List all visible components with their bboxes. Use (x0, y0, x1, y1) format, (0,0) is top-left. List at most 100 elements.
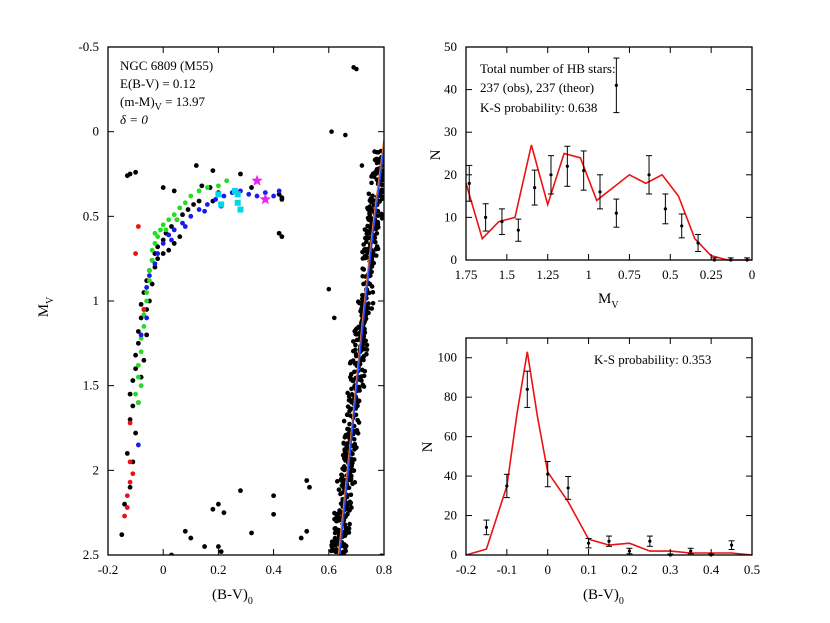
hb-black-point (276, 191, 282, 197)
observed-point (564, 145, 571, 187)
mv-histogram-frame (465, 46, 753, 261)
cmd-y-axis-label: MV (36, 296, 56, 317)
rgb-star-point (350, 358, 356, 363)
hb-black-point (238, 171, 243, 177)
hb-green-point (147, 278, 152, 284)
observed-marker (549, 173, 553, 177)
observed-marker (663, 207, 667, 211)
rgb-star-point (352, 447, 357, 452)
rgb-star-point (364, 231, 370, 237)
observed-marker (648, 539, 652, 543)
rgb-star-point (352, 441, 358, 447)
hb-black-point (119, 532, 125, 538)
hb-black-point (127, 417, 133, 422)
rgb-star-point (359, 300, 364, 305)
rgb-star-point (375, 149, 381, 155)
y-tick-label: 20 (444, 508, 457, 523)
hb-red-point (127, 459, 133, 465)
rgb-star-point (347, 521, 352, 527)
cmd-y-axis-label-main: M (36, 304, 52, 317)
rgb-star-point (365, 235, 370, 241)
y-tick-label: 0 (451, 547, 458, 562)
observed-marker (689, 549, 693, 553)
hb-green-point (158, 227, 163, 233)
bv-y-axis-label: N (420, 441, 436, 452)
x-tick-label: -0.2 (456, 562, 477, 577)
rgb-star-point (338, 476, 344, 482)
x-tick-label: 0.25 (700, 267, 723, 282)
rgb-star-point (344, 443, 349, 449)
cmd-annotation-title: NGC 6809 (M55) (120, 58, 213, 73)
bv-x-axis-label: (B-V)0 (583, 587, 624, 607)
cmd-x-axis-label-sub: 0 (248, 596, 253, 607)
observed-point (483, 519, 490, 536)
rgb-star-point (384, 169, 389, 174)
rgb-star-point (326, 286, 332, 292)
observed-point (565, 475, 572, 500)
rgb-star-point (361, 267, 367, 272)
hb-black-point (169, 224, 174, 229)
hb-blue-point (135, 442, 141, 448)
hb-blue-point (171, 227, 177, 233)
hb-cyan-point (231, 187, 238, 194)
hb-blue-point (188, 213, 194, 219)
hb-blue-point (182, 224, 188, 229)
hb-blue-point (202, 208, 208, 214)
hb-blue-point (144, 315, 150, 321)
hb-black-point (185, 207, 191, 212)
cmd-annotation-distance-label: (m-M) (120, 94, 155, 109)
cmd-annotation-delta: δ = 0 (120, 112, 148, 127)
rgb-star-point (341, 529, 347, 535)
x-tick-label: 0 (160, 562, 167, 577)
rgb-star-point (333, 542, 339, 548)
rgb-star-point (387, 555, 392, 560)
y-tick-label: 2.5 (83, 547, 99, 562)
hb-black-point (182, 528, 188, 534)
rgb-star-point (350, 481, 355, 487)
y-tick-label: 10 (444, 209, 457, 224)
hb-black-point (130, 403, 136, 409)
observed-marker (516, 228, 520, 232)
cmd-points (119, 65, 393, 562)
rgb-star-point (375, 246, 381, 252)
hb-black-point (218, 549, 224, 555)
hb-cyan-point (237, 206, 244, 213)
rgb-star-point (373, 239, 378, 245)
hb-red-point (141, 307, 147, 312)
rgb-star-point (359, 367, 365, 373)
hb-black-point (216, 544, 221, 549)
hb-red-point (135, 224, 141, 229)
theory-line (465, 351, 753, 556)
hb-green-point (147, 268, 152, 273)
rgb-star-point (388, 557, 393, 562)
rgb-star-point (342, 533, 348, 539)
hb-black-point (155, 256, 161, 262)
hb-blue-point (160, 241, 166, 246)
hb-black-point (127, 484, 133, 490)
mv-annotation-line-2: 237 (obs), 237 (theor) (480, 80, 594, 95)
observed-point (646, 535, 653, 547)
hb-green-point (135, 400, 141, 405)
hb-black-point (135, 340, 141, 346)
rgb-star-point (382, 557, 387, 562)
x-tick-label: 0.3 (662, 562, 678, 577)
observed-marker (566, 486, 570, 490)
hb-black-point (191, 202, 196, 207)
rgb-star-point (353, 347, 358, 353)
mv-annotation-line-1: Total number of HB stars: (480, 61, 616, 76)
rgb-star-point (380, 556, 385, 561)
rgb-star-point (333, 515, 339, 521)
x-tick-label: 1.25 (536, 267, 559, 282)
bv-x-axis-label-sub: 0 (619, 596, 624, 607)
x-tick-label: 0.5 (662, 267, 678, 282)
rgb-star-point (345, 404, 351, 409)
rgb-star-point (377, 556, 382, 561)
rgb-star-point (385, 556, 390, 561)
hb-blue-point (196, 207, 202, 212)
hb-green-point (155, 234, 161, 240)
observed-marker (607, 539, 611, 543)
x-tick-label: 0.5 (744, 562, 760, 577)
rgb-star-point (375, 213, 381, 219)
rgb-star-point (353, 331, 358, 337)
rgb-star-point (343, 456, 349, 462)
